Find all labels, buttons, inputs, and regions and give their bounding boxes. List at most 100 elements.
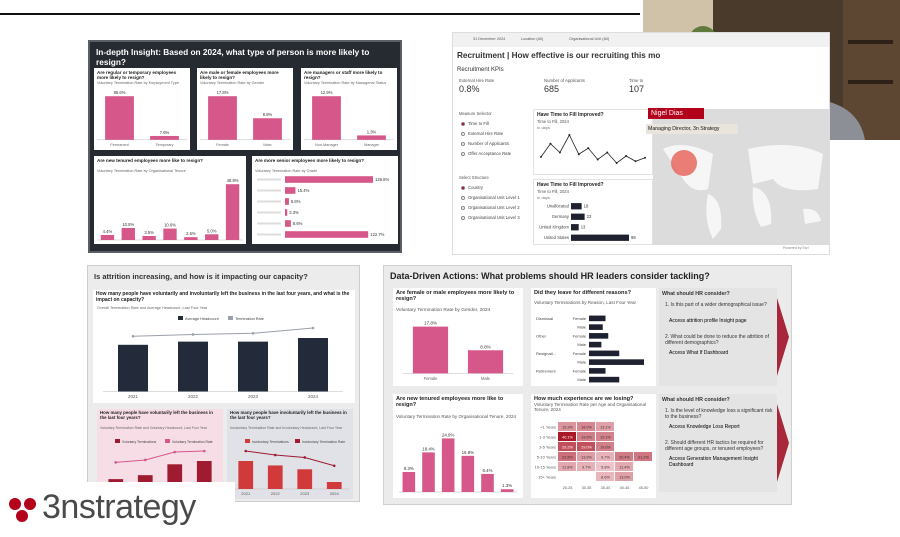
category-label: 2021 xyxy=(241,491,251,496)
line-point xyxy=(587,147,590,150)
radio-label[interactable]: Organisational Unit Level 3 xyxy=(468,215,520,220)
radio-heading: Measure Selector xyxy=(459,111,492,116)
heatmap-cell xyxy=(577,432,595,441)
heatmap-cell xyxy=(558,442,576,451)
cell-label: 9.7% xyxy=(601,456,610,460)
heatmap-cell xyxy=(596,462,614,471)
line-point xyxy=(191,333,195,336)
kpi-label: Time to xyxy=(629,78,644,83)
heatmap-cell xyxy=(577,462,595,471)
bar xyxy=(467,350,504,374)
radio-label[interactable]: Organisational Unit Level 2 xyxy=(468,205,520,210)
value-label: 16.8% xyxy=(462,450,475,455)
cell-label: 21.2% xyxy=(638,456,649,460)
heatmap-cell xyxy=(596,452,614,461)
value-label: 13 xyxy=(581,225,586,230)
consider-link[interactable]: Access attrition profile Insight page xyxy=(669,318,747,324)
line-point xyxy=(596,158,599,161)
bar xyxy=(412,326,449,374)
cell-label: 19.6% xyxy=(600,446,611,450)
heatmap-cell xyxy=(558,462,576,471)
cell-label: 11.4% xyxy=(619,466,630,470)
line xyxy=(540,134,646,164)
map xyxy=(653,109,829,245)
card: Are managers or staff more likely to res… xyxy=(301,68,397,150)
panel-title: In-depth Insight: Based on 2024, what ty… xyxy=(96,47,370,67)
value-label: 10.0% xyxy=(164,223,176,228)
bar xyxy=(589,359,644,365)
category-label: Male xyxy=(481,376,491,381)
value-label: 10.5% xyxy=(122,222,134,227)
card-subtitle: Overall Termination Rate and Average Hea… xyxy=(97,306,208,310)
legend-label: Termination Rate xyxy=(235,317,264,321)
category-label: United Kingdom xyxy=(539,225,569,230)
line-point xyxy=(606,151,609,154)
cell-label: 9.7% xyxy=(582,466,591,470)
bar xyxy=(298,338,328,392)
legend-label: Involuntary Termination Rate xyxy=(302,440,345,444)
card-subtitle: Voluntary Termination Rate by Gender xyxy=(200,81,265,85)
legend-label: Average Headcount xyxy=(185,317,220,321)
subgroup-label: Male xyxy=(577,325,586,330)
bar xyxy=(208,96,237,140)
consider-card: What should HR consider? 1. Is the level … xyxy=(659,394,777,492)
consider-link[interactable]: Access Generation Management Insight Das… xyxy=(669,456,758,468)
bar xyxy=(589,341,602,348)
radio-label[interactable]: Offer Acceptance Rate xyxy=(468,151,512,156)
radio-label[interactable]: External Hire Rate xyxy=(468,131,504,136)
radio-label[interactable]: Number of Applicants xyxy=(468,141,509,146)
value-label: 1.3% xyxy=(367,129,377,134)
filter: Location (All) xyxy=(521,37,544,41)
chart-unit: In days xyxy=(537,125,550,130)
category-label: Permanent xyxy=(110,143,129,147)
card: How many people have involuntarily left … xyxy=(227,409,353,499)
category-label: 2022 xyxy=(271,491,281,496)
bar xyxy=(589,350,620,357)
bar xyxy=(225,184,240,240)
radio-label[interactable]: Organisational Unit Level 1 xyxy=(468,195,520,200)
card: Are more senior employees more likely to… xyxy=(252,156,398,244)
radio-label[interactable]: Time to Fill xyxy=(468,121,489,126)
bar xyxy=(184,237,198,240)
cell-label: 29.0% xyxy=(581,446,592,450)
bar xyxy=(205,234,219,240)
column-label: 35-40 xyxy=(601,486,611,490)
bar xyxy=(285,176,373,183)
arrow-shape xyxy=(777,404,789,482)
value-label: 4.4% xyxy=(103,229,113,234)
line xyxy=(115,450,205,463)
group-label: Dismissal xyxy=(536,316,553,321)
radio-button xyxy=(461,152,465,156)
subgroup-label: Male xyxy=(577,377,586,382)
value-label: 15.4% xyxy=(297,188,309,193)
land xyxy=(752,187,772,227)
value-label: 3.3% xyxy=(289,210,299,215)
consider-link[interactable]: Access Knowledge Loss Report xyxy=(669,424,740,430)
radio-button xyxy=(461,186,465,190)
kpi-heading: Recruitment KPIs xyxy=(457,67,504,73)
cell-label: 13.0% xyxy=(619,476,630,480)
bar xyxy=(589,333,609,339)
value-label: 8.6% xyxy=(293,221,303,226)
radio-label[interactable]: Country xyxy=(468,185,484,190)
category-placeholder xyxy=(257,178,281,181)
category-label: Unallocated xyxy=(547,204,570,209)
card: Are new tenured employees more like to r… xyxy=(94,156,246,244)
category-placeholder xyxy=(257,222,281,225)
heatmap-cell xyxy=(615,452,633,461)
card-subtitle: Voluntary Termination Rate by Organisati… xyxy=(97,169,186,173)
consider-link[interactable]: Access What If Dashboard xyxy=(669,350,729,356)
line-point xyxy=(251,331,255,335)
bar xyxy=(285,209,288,216)
column-label: 45-50 xyxy=(639,486,649,490)
heatmap-cell xyxy=(596,442,614,451)
bar xyxy=(589,315,606,322)
value-label: 9.3% xyxy=(404,466,414,471)
heatmap-cell xyxy=(558,452,576,461)
logo-mark xyxy=(9,498,36,522)
line-point xyxy=(558,151,561,154)
line-point xyxy=(644,156,646,159)
line-point xyxy=(131,334,135,338)
bar xyxy=(238,461,254,489)
